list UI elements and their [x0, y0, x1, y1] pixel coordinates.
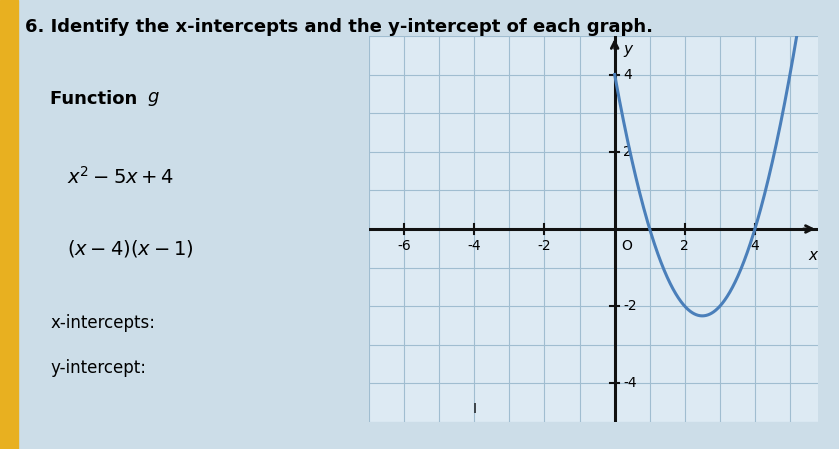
Text: I: I [472, 402, 477, 416]
Text: $g$: $g$ [147, 90, 159, 108]
Text: 2: 2 [623, 145, 632, 159]
Text: -6: -6 [398, 239, 411, 253]
Text: y: y [623, 42, 633, 57]
Text: x-intercepts:: x-intercepts: [50, 314, 155, 332]
Text: -2: -2 [538, 239, 551, 253]
Text: x: x [808, 248, 817, 263]
Text: O: O [622, 239, 633, 253]
Text: Function: Function [50, 90, 143, 108]
Text: -4: -4 [467, 239, 482, 253]
Text: $x^2-5x+4$: $x^2-5x+4$ [67, 166, 175, 188]
Text: 4: 4 [751, 239, 759, 253]
Text: -4: -4 [623, 376, 637, 391]
Text: y-intercept:: y-intercept: [50, 359, 146, 377]
Text: 6. Identify the x-intercepts and the y-intercept of each graph.: 6. Identify the x-intercepts and the y-i… [25, 18, 654, 36]
Text: $(x-4)(x-1)$: $(x-4)(x-1)$ [67, 238, 194, 259]
Text: -2: -2 [623, 299, 637, 313]
Text: 4: 4 [623, 67, 632, 82]
Text: 2: 2 [680, 239, 689, 253]
